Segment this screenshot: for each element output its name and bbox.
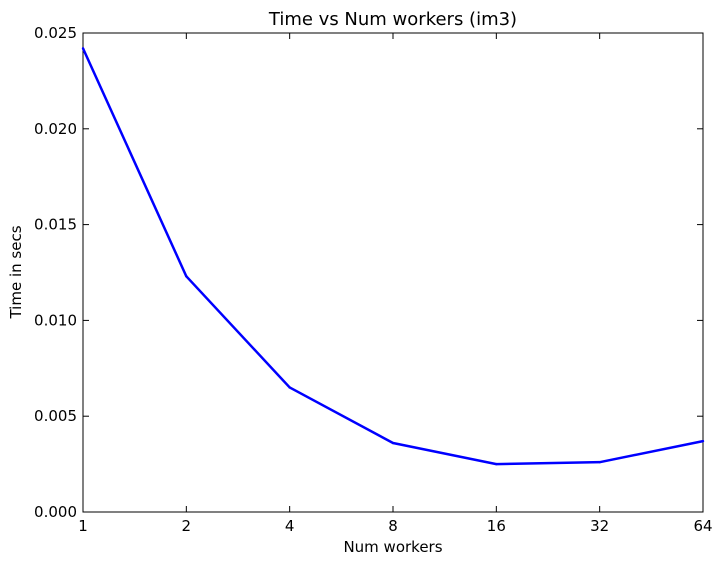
- y-tick-label: 0.005: [34, 407, 77, 425]
- x-tick-label: 2: [182, 517, 192, 535]
- y-tick-label: 0.025: [34, 24, 77, 42]
- x-tick-label: 8: [388, 517, 398, 535]
- x-tick-label: 4: [285, 517, 295, 535]
- data-point: [185, 275, 188, 278]
- y-tick-label: 0.000: [34, 503, 77, 521]
- x-axis-label: Num workers: [343, 538, 442, 556]
- data-point: [598, 460, 601, 464]
- y-axis-label: Time in secs: [7, 225, 25, 319]
- data-point: [701, 439, 705, 443]
- series-line: [81, 47, 704, 466]
- y-tick-label: 0.010: [34, 311, 77, 329]
- x-tick-label: 1: [78, 517, 88, 535]
- y-tick-label: 0.020: [34, 120, 77, 138]
- data-point: [495, 462, 498, 466]
- x-tick-label: 16: [487, 517, 506, 535]
- plot-area: 1 2 4 8 16 32 64 0.000 0.005 0.010 0.015 0.020 0.025: [34, 24, 713, 535]
- chart-title: Time vs Num workers (im3): [268, 9, 517, 30]
- data-point: [288, 386, 291, 389]
- data-point: [391, 441, 395, 445]
- x-tick-label: 32: [590, 517, 609, 535]
- y-tick-label: 0.015: [34, 216, 77, 234]
- x-tick-label: 64: [693, 517, 712, 535]
- plot-frame: [82, 32, 704, 513]
- data-point: [81, 47, 85, 50]
